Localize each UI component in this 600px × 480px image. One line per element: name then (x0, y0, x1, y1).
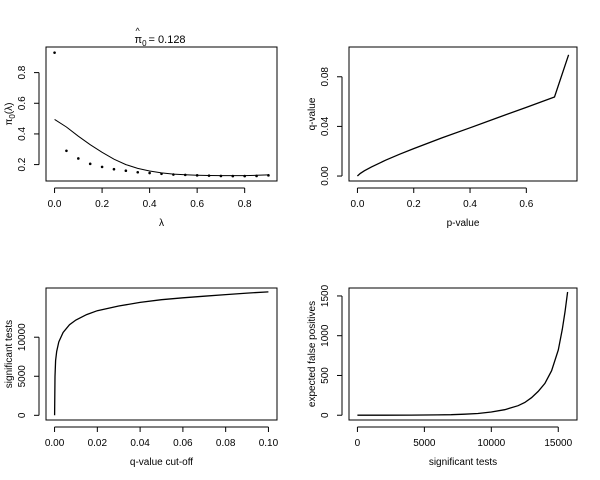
data-point (88, 162, 92, 166)
y-tick-label: 0.00 (320, 166, 331, 186)
data-point (53, 51, 56, 54)
y-tick-label: 0.08 (320, 67, 331, 87)
x-tick-label: 0.08 (216, 438, 236, 449)
y-tick-label: 0.6 (17, 96, 28, 110)
data-point (100, 165, 104, 169)
y-axis-label-rest: (λ) (4, 102, 15, 114)
data-point (148, 171, 151, 175)
x-tick-label: 0.2 (407, 199, 421, 210)
data-point (77, 157, 80, 160)
x-tick-label: 0.0 (48, 199, 62, 210)
y-axis-label: q-value (307, 97, 318, 130)
smoother-line (54, 118, 269, 177)
x-tick-label: 0.06 (173, 438, 193, 449)
x-axis-label: significant tests (429, 457, 497, 468)
plot-frame (348, 46, 578, 182)
plot-frame (45, 287, 278, 421)
y-tick-label: 0 (17, 412, 28, 418)
x-axis-label: λ (159, 218, 164, 229)
y-tick-label: 1000 (320, 324, 331, 347)
x-tick-label: 5000 (413, 438, 436, 449)
x-tick-label: 0.0 (350, 199, 364, 210)
data-point (136, 170, 140, 174)
x-tick-label: 0.04 (130, 438, 150, 449)
y-tick-label: 0 (320, 412, 331, 418)
chart-title: π0 = 0.128 (135, 34, 186, 48)
title-rest: = 0.128 (149, 34, 186, 46)
y-axis-label-subscript: 0 (8, 114, 17, 119)
y-tick-label: 10000 (17, 323, 28, 351)
x-tick-label: 0.2 (95, 199, 109, 210)
y-tick-label: 0.04 (320, 116, 331, 136)
title-symbol: π (135, 34, 143, 46)
data-point (124, 169, 128, 173)
x-axis-label: p-value (447, 218, 480, 229)
y-axis-label: expected false positives (307, 301, 318, 407)
x-tick-label: 0.6 (190, 199, 204, 210)
x-tick-label: 0.00 (45, 438, 65, 449)
y-tick-label: 5000 (17, 365, 28, 388)
x-tick-label: 10000 (477, 438, 505, 449)
x-tick-label: 0.02 (88, 438, 108, 449)
y-tick-label: 0.4 (17, 127, 28, 141)
y-axis-label-symbol: π (4, 119, 15, 126)
plot-frame (348, 287, 578, 421)
y-axis-label: π0(λ) (4, 102, 17, 125)
y-tick-label: 0.8 (17, 65, 28, 79)
x-tick-label: 0.4 (463, 199, 477, 210)
series-line (53, 291, 269, 416)
y-tick-label: 0.2 (17, 157, 28, 171)
x-tick-label: 0.4 (143, 199, 157, 210)
x-tick-label: 0.10 (259, 438, 279, 449)
chart-falsepos: 0 5000 10000 15000 0 500 1000 1500 significant t… (307, 284, 578, 468)
x-tick-label: 0 (355, 438, 361, 449)
title-subscript: 0 (142, 39, 147, 48)
y-tick-label: 1500 (320, 284, 331, 307)
title-hat: ^ (136, 26, 141, 36)
x-tick-label: 0.6 (519, 199, 533, 210)
x-tick-label: 0.8 (238, 199, 252, 210)
series-line (357, 291, 569, 416)
y-tick-label: 500 (320, 367, 331, 384)
data-point (65, 149, 68, 153)
chart-sigtests: 0.00 0.02 0.04 0.06 0.08 0.10 0 5000 10000 q-valu… (4, 287, 279, 468)
x-axis-label: q-value cut-off (130, 457, 193, 468)
y-axis-label: significant tests (4, 320, 15, 388)
chart-qvalue: 0.0 0.2 0.4 0.6 0.00 0.04 0.08 p-value q-value (307, 46, 578, 229)
data-point (112, 167, 116, 171)
series-line (356, 54, 570, 177)
x-tick-label: 15000 (544, 438, 572, 449)
plot-frame (45, 46, 278, 182)
